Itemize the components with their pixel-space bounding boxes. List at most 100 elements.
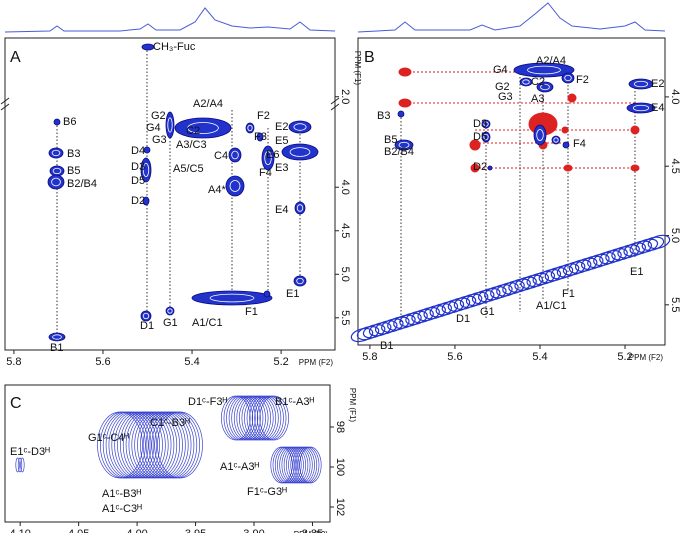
peak (513, 62, 575, 78)
peak (397, 110, 405, 118)
diagonal-contour (459, 293, 483, 308)
x-tick-label: 5.2 (617, 351, 632, 363)
peak-contour (289, 147, 311, 157)
peak-annotation: A3 (531, 93, 544, 105)
peak (140, 157, 152, 183)
peak-annotation: B2/B4 (384, 146, 414, 158)
diagonal-contour (617, 244, 640, 259)
peak (225, 175, 245, 197)
peak-contour (15, 457, 20, 473)
peak-annotation: B6 (63, 116, 76, 128)
peak-annotation: E4 (651, 102, 664, 114)
diagonal-contour (508, 278, 531, 293)
y-axis-label: PPM (F1) (353, 51, 362, 86)
peak-annotation: B3 (377, 110, 390, 122)
peak-annotation: E2 (275, 121, 288, 133)
x-tick-label: 5.6 (95, 356, 110, 368)
negative-peak (630, 164, 640, 172)
peak-contour (536, 129, 544, 141)
diagonal-contour (411, 308, 434, 324)
diagonal-contour (611, 246, 634, 261)
peak-annotation: B1ᶜ-A3ᴴ (275, 396, 314, 408)
y-tick-label: 100 (334, 458, 346, 476)
diagonal-contour (417, 306, 440, 322)
panel: A 5.8 5.6 5.4 5.2 4.0 4.5 5.0 5.5 2.0 PPM (F2) PPM … (0, 37, 362, 368)
peak-annotation: F4 (573, 138, 586, 150)
peak-contour (52, 334, 62, 340)
peak (519, 77, 533, 87)
peak-annotation: F4 (259, 167, 272, 179)
peak-contour (52, 167, 62, 175)
peak (48, 332, 66, 342)
y-axis-label: PPM (F1) (348, 388, 357, 423)
peak (53, 118, 61, 126)
peak-annotation: A2/A4 (193, 98, 223, 110)
peak-annotation: B3 (67, 148, 80, 160)
peak (487, 165, 493, 171)
diagonal-contour (393, 314, 416, 329)
peak (481, 119, 491, 129)
diagonal-contour (550, 265, 574, 280)
negative-peak (561, 126, 569, 134)
x-tick-label: 4.10 (9, 528, 30, 533)
peak (256, 132, 264, 142)
diagonal-contour (362, 324, 386, 339)
peak-contour (540, 83, 550, 91)
peak-contour (527, 65, 561, 75)
peak-contour (167, 308, 173, 314)
peak-annotation: E3 (275, 162, 288, 174)
peak-annotation: C2 (531, 76, 545, 88)
peak-annotation: A1ᶜ-A3ᴴ (220, 461, 259, 473)
negative-peak (398, 98, 412, 108)
peak-annotation: A1/C1 (192, 317, 223, 329)
negative-peak (398, 67, 412, 77)
diagonal-contour (447, 297, 471, 312)
peak-annotation: A4* (208, 184, 226, 196)
peak-annotation: G4 (146, 122, 161, 134)
negative-peak (567, 93, 577, 103)
peak (294, 201, 306, 215)
diagonal-contour (599, 249, 622, 265)
peak-annotation: G2 (151, 110, 166, 122)
diagonal-contour (538, 268, 562, 284)
peak (49, 165, 65, 177)
peak-contour (17, 457, 23, 473)
y-tick-label: 4.5 (669, 159, 681, 174)
diagonal-contour (356, 325, 380, 341)
y-tick-label: 98 (334, 421, 346, 433)
y-tick-label: 5.5 (669, 297, 681, 312)
peak-contour (632, 104, 650, 112)
peak (165, 111, 175, 139)
x-tick-label: 4.05 (68, 528, 89, 533)
panel: B 5.8 5.6 5.4 5.2 4.0 4.5 5.0 5.5 PPM (F2) PPM (F1… (350, 37, 683, 363)
diagonal-contour (471, 289, 495, 305)
peak-annotation: A1/C1 (536, 300, 567, 312)
peak-annotation: A2/A4 (536, 55, 566, 67)
y-tick-label: 5.5 (339, 310, 351, 325)
peak-contour (398, 141, 410, 149)
diagonal-contour (496, 282, 519, 297)
peak-annotation: B5 (384, 134, 397, 146)
peak-annotation: CH₃-Fuc (153, 41, 196, 53)
peak-annotation: D4 (131, 145, 145, 157)
diagonal-contour (532, 270, 556, 286)
peak-annotation: G2 (495, 81, 510, 93)
peak-contour (167, 117, 173, 133)
peak-annotation: F3 (254, 131, 267, 143)
peak-contour (142, 162, 150, 177)
peak (536, 81, 554, 93)
x-tick-label: 5.6 (447, 351, 462, 363)
peak (142, 196, 150, 206)
plot-frame (4, 384, 331, 523)
peak (47, 174, 65, 190)
diagonal-contour (587, 253, 610, 269)
y-tick-label: 4.5 (339, 223, 351, 238)
peak-contour (187, 122, 219, 134)
y-tick-label: 5.0 (669, 228, 681, 243)
peak-annotation: G3 (152, 134, 167, 146)
peak-annotation: E6 (266, 149, 279, 161)
peak (293, 275, 307, 287)
axis-break (0, 97, 340, 111)
peak-annotation: B5 (67, 165, 80, 177)
peak-contour (483, 133, 489, 141)
